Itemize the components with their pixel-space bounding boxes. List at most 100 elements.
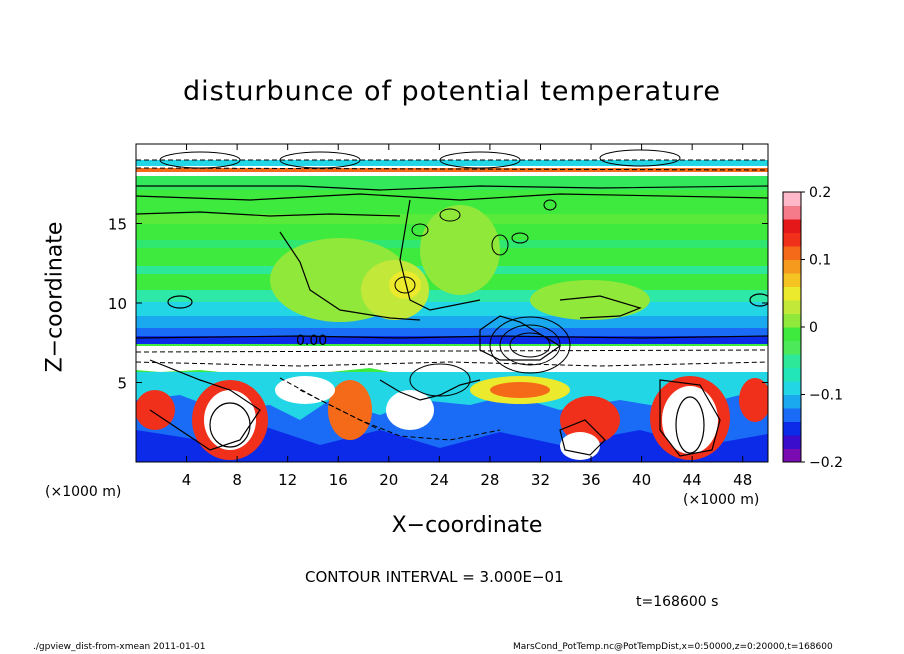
field-band [136,176,768,190]
contour-loop [209,402,251,448]
y-tick-label: 10 [108,295,127,313]
colorbar-swatch [783,354,801,368]
y-tick-label: 15 [108,216,127,234]
warm-plume [420,205,500,295]
colorbar-swatch [783,232,801,247]
contour-clusters [159,149,681,397]
cluster-ring [511,232,529,244]
field-band [136,302,768,316]
warm-blob [560,432,600,460]
chart-title: disturbunce of potential temperature [183,76,721,107]
colorbar-swatch [783,205,801,220]
cluster-ring [159,151,241,169]
colorbar-swatch [783,340,801,355]
colorbar-swatch [783,448,801,463]
colorbar-tick-label: 0.2 [809,185,831,201]
contour-line [136,335,768,339]
contour-dashed-line [136,349,768,353]
contour-loop [749,293,768,307]
contour-line [559,419,606,456]
x-tick-label: 36 [581,471,600,489]
colorbar-swatch [783,273,801,287]
warm-blob [490,382,550,398]
colorbar-tick-label: 0 [809,320,818,336]
contour-loop [167,295,193,309]
colorbar-swatch [783,192,801,206]
contour-dashed-line [136,361,768,367]
top-band-color [136,160,768,166]
colorbar-swatch [783,286,801,301]
contour-loop [675,396,705,454]
contour-lines [136,185,768,457]
contour-dashed-line [299,389,381,431]
contour-label: 0.00 [296,333,327,349]
cluster-ring [599,149,681,167]
x-tick-label: 16 [329,471,348,489]
colorbar-swatch [783,381,801,395]
x-tick-label: 20 [379,471,398,489]
x-tick-label: 8 [232,471,242,489]
colorbar-swatch [783,313,801,328]
contour-dashed-line [136,167,768,171]
cluster-ring [439,151,521,169]
cluster-ring [499,324,561,366]
warm-plume [530,280,650,320]
plot-area: 0.00 [136,144,768,462]
colorbar-swatch [783,300,801,314]
x-tick-label: 12 [278,471,297,489]
x-unit-right: (×1000 m) [683,492,760,508]
warm-blob [328,380,372,440]
warm-blob [662,386,718,454]
contour-interval: CONTOUR INTERVAL = 3.000E−01 [305,568,564,586]
colorbar-swatch [783,327,801,341]
field-band [136,336,768,344]
contour-line [136,193,768,201]
warm-blob [204,390,256,450]
field-band [136,328,768,338]
colorbar-swatch [783,246,801,260]
warm-blob [136,390,175,430]
x-ticks: 4 8 12 16 20 24 28 32 36 40 44 48 [182,144,752,489]
colorbar-swatch [783,421,801,436]
footer-left: ./gpview_dist-from-xmean 2011-01-01 [33,642,206,652]
contour-line [659,379,721,457]
y-tick-label: 5 [117,375,127,393]
cluster-ring [543,199,557,211]
x-tick-label: 40 [632,471,651,489]
lower-deep-blue [136,425,768,462]
warm-plume [389,271,421,299]
colorbar-tick-label: 0.1 [809,253,831,269]
footer-right: MarsCond_PotTemp.nc@PotTempDist,x=0:5000… [513,642,833,652]
colorbar-swatch [783,394,801,409]
contour-dashed-line [279,377,501,441]
x-tick-label: 48 [733,471,752,489]
contour-line [379,379,481,401]
cluster-ring [491,234,509,256]
colorbar-swatch [783,408,801,422]
x-axis-label: X−coordinate [391,513,543,538]
time-label: t=168600 s [636,594,719,610]
colorbar: 0.2 0.1 0 −0.1 −0.2 [782,185,843,471]
x-tick-label: 44 [683,471,702,489]
colorbar-swatch [783,367,801,382]
x-unit-left: (×1000 m) [45,484,122,500]
contour-line [399,199,481,311]
contour-dashed [136,159,768,441]
cluster-ring [439,208,461,222]
field-band [136,316,768,330]
colorbar-swatch [783,219,801,233]
x-axis-label-wrap: X−coordinate [0,513,904,538]
cluster-ring [411,223,429,237]
cluster-ring [394,276,416,294]
warm-blob [739,378,768,422]
colorbar-tick-label: −0.2 [809,455,843,471]
colorbar-tick-label: −0.1 [809,388,843,404]
top-band-color [136,168,768,172]
x-tick-label: 4 [182,471,192,489]
cluster-ring [279,151,361,169]
contour-line [279,231,421,321]
colorbar-swatch [783,435,801,449]
x-tick-label: 24 [430,471,449,489]
y-ticks: 5 10 15 [108,216,768,393]
